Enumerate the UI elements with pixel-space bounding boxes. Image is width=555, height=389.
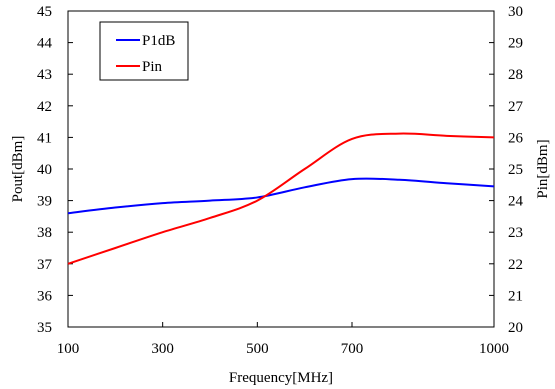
series-line-pin xyxy=(67,132,495,265)
x-tick-label: 300 xyxy=(151,341,174,357)
y-tick-label: 42 xyxy=(37,99,52,115)
x-axis-title: Frequency[MHz] xyxy=(229,370,333,386)
y2-tick-label: 29 xyxy=(508,36,523,52)
y-tick-label: 38 xyxy=(37,225,52,241)
x-tick-label: 100 xyxy=(57,341,80,357)
chart-ticks: 35 36 37 38 39 40 41 42 43 44 45 20 21 22 23 24 25 26 27 28… xyxy=(37,4,524,357)
y2-tick-label: 21 xyxy=(508,288,523,304)
y2-tick-label: 25 xyxy=(508,162,523,178)
y2-tick-label: 22 xyxy=(508,257,523,273)
y-axis-title-left: Pout[dBm] xyxy=(10,136,26,203)
y-axis-title-right: Pin[dBm] xyxy=(535,139,551,198)
y-tick-label: 39 xyxy=(37,194,52,210)
y2-tick-label: 27 xyxy=(508,99,524,115)
y2-tick-label: 23 xyxy=(508,225,523,241)
y2-tick-label: 30 xyxy=(508,4,523,20)
y-tick-label: 36 xyxy=(37,288,53,304)
legend-label: Pin xyxy=(142,59,163,75)
y-tick-label: 40 xyxy=(37,162,52,178)
x-tick-label: 700 xyxy=(341,341,364,357)
y-tick-label: 44 xyxy=(37,36,53,52)
y-tick-label: 45 xyxy=(37,4,52,20)
chart-legend: P1dB Pin xyxy=(99,21,189,81)
legend-label: P1dB xyxy=(142,33,175,49)
y-tick-label: 35 xyxy=(37,320,52,336)
legend-box xyxy=(99,21,189,81)
chart-series xyxy=(67,132,495,265)
y2-tick-label: 24 xyxy=(508,194,524,210)
y-tick-label: 43 xyxy=(37,67,52,83)
x-tick-label: 1000 xyxy=(479,341,509,357)
y2-tick-label: 28 xyxy=(508,67,523,83)
y2-tick-label: 20 xyxy=(508,320,523,336)
series-line-p1db xyxy=(67,177,495,215)
y-tick-label: 37 xyxy=(37,257,53,273)
y2-tick-label: 26 xyxy=(508,130,524,146)
x-tick-label: 500 xyxy=(246,341,269,357)
y-tick-label: 41 xyxy=(37,130,52,146)
